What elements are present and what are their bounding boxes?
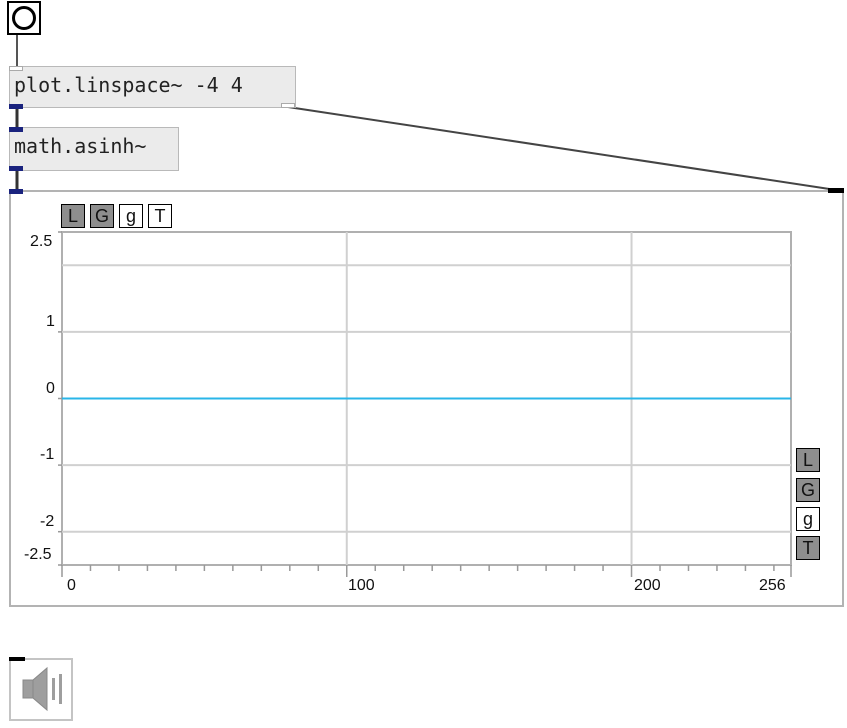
y-tick-label: 0 bbox=[46, 380, 55, 398]
speaker-icon bbox=[11, 660, 71, 719]
x-tick-label: 100 bbox=[348, 577, 375, 595]
y-tick-label: 2.5 bbox=[30, 233, 52, 251]
y-tick-label: -2 bbox=[40, 513, 54, 531]
x-tick-label: 200 bbox=[634, 577, 661, 595]
x-tick-label: 0 bbox=[67, 577, 76, 595]
dac-object[interactable] bbox=[9, 658, 73, 721]
y-tick-label: -2.5 bbox=[24, 546, 52, 564]
y-tick-label: 1 bbox=[46, 313, 55, 331]
dac-inlet[interactable] bbox=[9, 657, 25, 661]
y-tick-label: -1 bbox=[40, 446, 54, 464]
x-tick-label: 256 bbox=[759, 577, 786, 595]
